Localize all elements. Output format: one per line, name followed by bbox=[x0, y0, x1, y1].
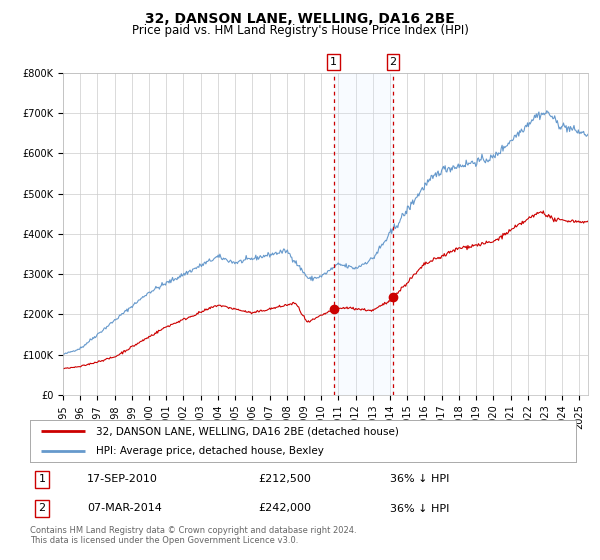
Text: 32, DANSON LANE, WELLING, DA16 2BE: 32, DANSON LANE, WELLING, DA16 2BE bbox=[145, 12, 455, 26]
Text: 2: 2 bbox=[389, 57, 397, 67]
Text: Contains HM Land Registry data © Crown copyright and database right 2024.
This d: Contains HM Land Registry data © Crown c… bbox=[30, 526, 356, 545]
Text: HPI: Average price, detached house, Bexley: HPI: Average price, detached house, Bexl… bbox=[95, 446, 323, 456]
Text: 17-SEP-2010: 17-SEP-2010 bbox=[87, 474, 158, 484]
Text: 1: 1 bbox=[38, 474, 46, 484]
Text: £242,000: £242,000 bbox=[258, 503, 311, 514]
Text: 2: 2 bbox=[38, 503, 46, 514]
Bar bbox=[334, 73, 393, 395]
Text: £212,500: £212,500 bbox=[258, 474, 311, 484]
Text: 1: 1 bbox=[330, 57, 337, 67]
Text: 36% ↓ HPI: 36% ↓ HPI bbox=[390, 503, 449, 514]
Text: 32, DANSON LANE, WELLING, DA16 2BE (detached house): 32, DANSON LANE, WELLING, DA16 2BE (deta… bbox=[95, 426, 398, 436]
Text: Price paid vs. HM Land Registry's House Price Index (HPI): Price paid vs. HM Land Registry's House … bbox=[131, 24, 469, 37]
Text: 07-MAR-2014: 07-MAR-2014 bbox=[87, 503, 162, 514]
Text: 36% ↓ HPI: 36% ↓ HPI bbox=[390, 474, 449, 484]
